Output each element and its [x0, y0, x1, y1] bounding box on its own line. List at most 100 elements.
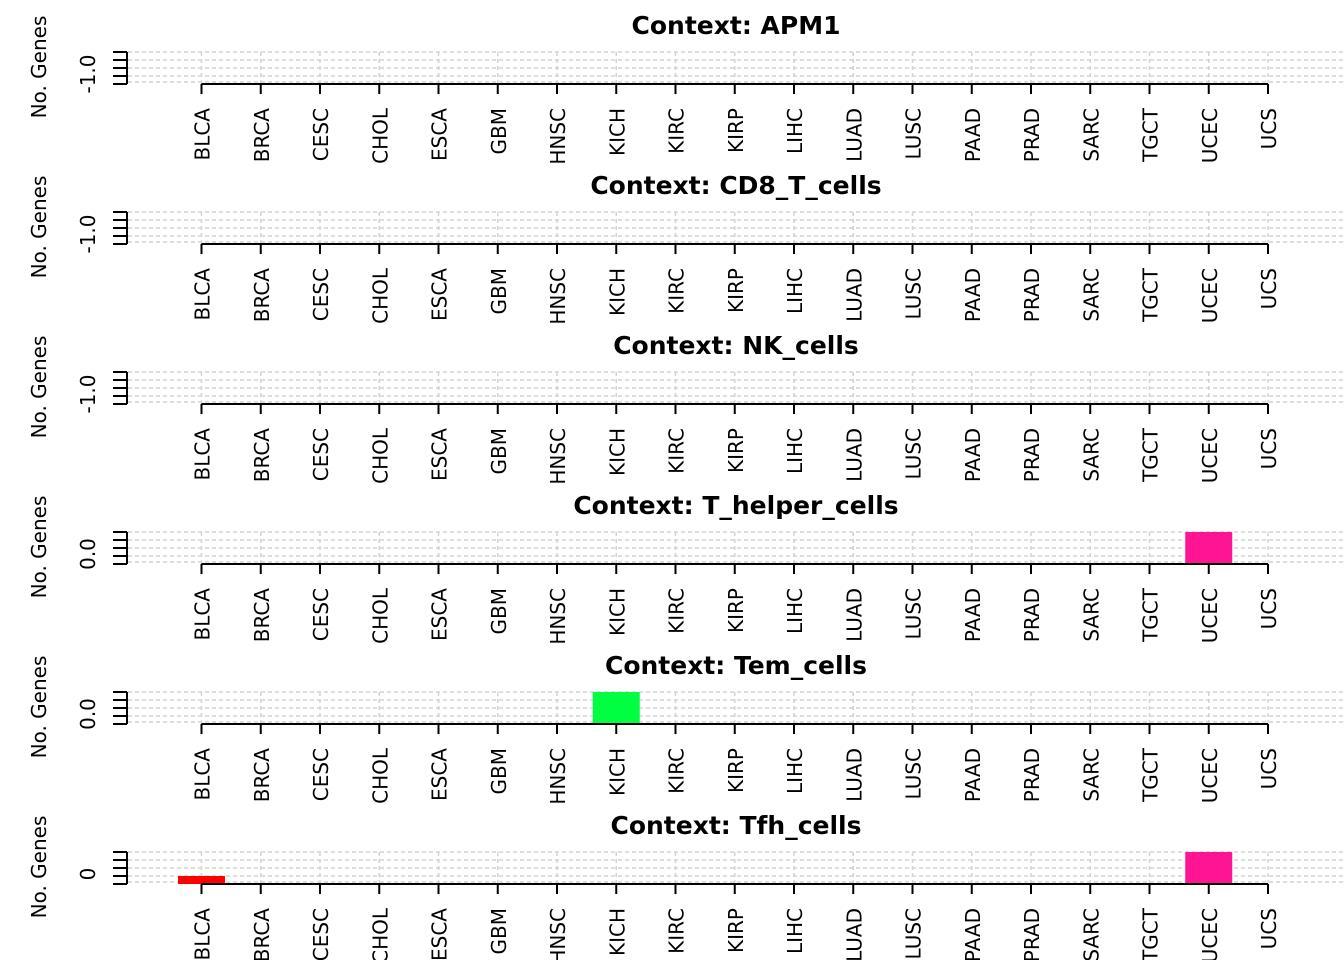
x-tick-label: KIRC: [665, 588, 689, 634]
x-tick-label: ESCA: [428, 908, 452, 960]
x-tick-label: KIRP: [724, 108, 748, 153]
x-tick-label: LIHC: [783, 108, 807, 154]
x-tick-label: PRAD: [1020, 908, 1044, 960]
x-tick-label: UCEC: [1198, 428, 1222, 483]
x-tick-label: LIHC: [783, 588, 807, 634]
x-tick-label: BRCA: [250, 748, 274, 803]
x-tick-label: PRAD: [1020, 428, 1044, 482]
x-tick-label: GBM: [487, 588, 511, 634]
x-tick-label: TGCT: [1139, 747, 1163, 803]
x-tick-label: KICH: [605, 748, 629, 796]
x-tick-label: PAAD: [961, 748, 985, 802]
x-tick-label: BLCA: [191, 908, 215, 960]
x-tick-label: LUAD: [842, 908, 866, 960]
x-tick-label: UCS: [1257, 588, 1281, 629]
x-tick-label: UCS: [1257, 428, 1281, 469]
x-tick-label: LIHC: [783, 268, 807, 314]
x-tick-label: SARC: [1079, 268, 1103, 322]
x-tick-label: GBM: [487, 908, 511, 954]
x-tick-label: KIRP: [724, 268, 748, 313]
y-tick-label: -1.0: [76, 214, 100, 253]
x-tick-label: ESCA: [428, 748, 452, 801]
x-tick-label: ESCA: [428, 268, 452, 321]
x-tick-label: LUSC: [902, 588, 926, 639]
x-tick-label: KIRP: [724, 588, 748, 633]
panel-title: Context: Tfh_cells: [610, 811, 861, 840]
x-tick-label: PAAD: [961, 908, 985, 960]
x-tick-label: UCEC: [1198, 908, 1222, 960]
x-tick-label: LIHC: [783, 908, 807, 954]
x-tick-label: BRCA: [250, 908, 274, 960]
x-tick-label: CESC: [309, 908, 333, 960]
bar-ucec: [1185, 852, 1233, 884]
x-tick-label: GBM: [487, 268, 511, 314]
y-axis-label: No. Genes: [27, 16, 51, 119]
x-tick-label: PAAD: [961, 268, 985, 322]
panel-title: Context: T_helper_cells: [573, 491, 898, 520]
x-tick-label: KIRC: [665, 748, 689, 794]
x-tick-label: BRCA: [250, 588, 274, 643]
x-tick-label: CESC: [309, 108, 333, 161]
x-tick-label: SARC: [1079, 588, 1103, 642]
x-tick-label: TGCT: [1139, 267, 1163, 323]
x-tick-label: UCEC: [1198, 268, 1222, 323]
x-tick-label: KIRC: [665, 908, 689, 954]
x-tick-label: LUSC: [902, 428, 926, 479]
x-tick-label: GBM: [487, 748, 511, 794]
x-tick-label: TGCT: [1139, 427, 1163, 483]
x-tick-label: BLCA: [191, 428, 215, 481]
x-tick-label: HNSC: [546, 428, 570, 485]
x-tick-label: PAAD: [961, 588, 985, 642]
x-tick-label: HNSC: [546, 748, 570, 805]
y-axis-label: No. Genes: [27, 656, 51, 759]
y-axis-label: No. Genes: [27, 336, 51, 439]
x-tick-label: GBM: [487, 428, 511, 474]
y-tick-label: 0: [76, 868, 100, 881]
x-tick-label: SARC: [1079, 748, 1103, 802]
x-tick-label: CESC: [309, 268, 333, 321]
x-tick-label: CHOL: [368, 587, 392, 644]
x-tick-label: BRCA: [250, 268, 274, 323]
x-tick-label: KIRP: [724, 748, 748, 793]
x-tick-label: UCEC: [1198, 588, 1222, 643]
x-tick-label: CESC: [309, 588, 333, 641]
y-tick-label: -1.0: [76, 374, 100, 413]
panel-title: Context: APM1: [632, 11, 841, 40]
x-tick-label: PRAD: [1020, 748, 1044, 802]
x-tick-label: KICH: [605, 908, 629, 956]
x-tick-label: KICH: [605, 428, 629, 476]
x-tick-label: SARC: [1079, 908, 1103, 960]
x-tick-label: UCS: [1257, 748, 1281, 789]
x-tick-label: SARC: [1079, 108, 1103, 162]
x-tick-label: ESCA: [428, 588, 452, 641]
x-tick-label: LUSC: [902, 268, 926, 319]
x-tick-label: HNSC: [546, 108, 570, 165]
x-tick-label: LIHC: [783, 428, 807, 474]
x-tick-label: ESCA: [428, 428, 452, 481]
x-tick-label: HNSC: [546, 588, 570, 645]
x-tick-label: GBM: [487, 108, 511, 154]
x-tick-label: KIRP: [724, 908, 748, 953]
x-tick-label: KICH: [605, 268, 629, 316]
x-tick-label: CHOL: [368, 107, 392, 164]
x-tick-label: BLCA: [191, 108, 215, 161]
y-tick-label: -1.0: [76, 54, 100, 93]
x-tick-label: BLCA: [191, 268, 215, 321]
x-tick-label: KIRC: [665, 268, 689, 314]
x-tick-label: CHOL: [368, 747, 392, 804]
panel-title: Context: Tem_cells: [605, 651, 867, 680]
bar-kich: [592, 692, 640, 724]
x-tick-label: TGCT: [1139, 907, 1163, 960]
x-tick-label: KIRC: [665, 108, 689, 154]
x-tick-label: CHOL: [368, 427, 392, 484]
bar-blca: [178, 876, 225, 884]
y-axis-label: No. Genes: [27, 176, 51, 279]
x-tick-label: KICH: [605, 588, 629, 636]
x-tick-label: PRAD: [1020, 268, 1044, 322]
x-tick-label: LUAD: [842, 428, 866, 482]
x-tick-label: KIRC: [665, 428, 689, 474]
x-tick-label: LUAD: [842, 108, 866, 162]
x-tick-label: UCEC: [1198, 748, 1222, 803]
x-tick-label: LUAD: [842, 268, 866, 322]
